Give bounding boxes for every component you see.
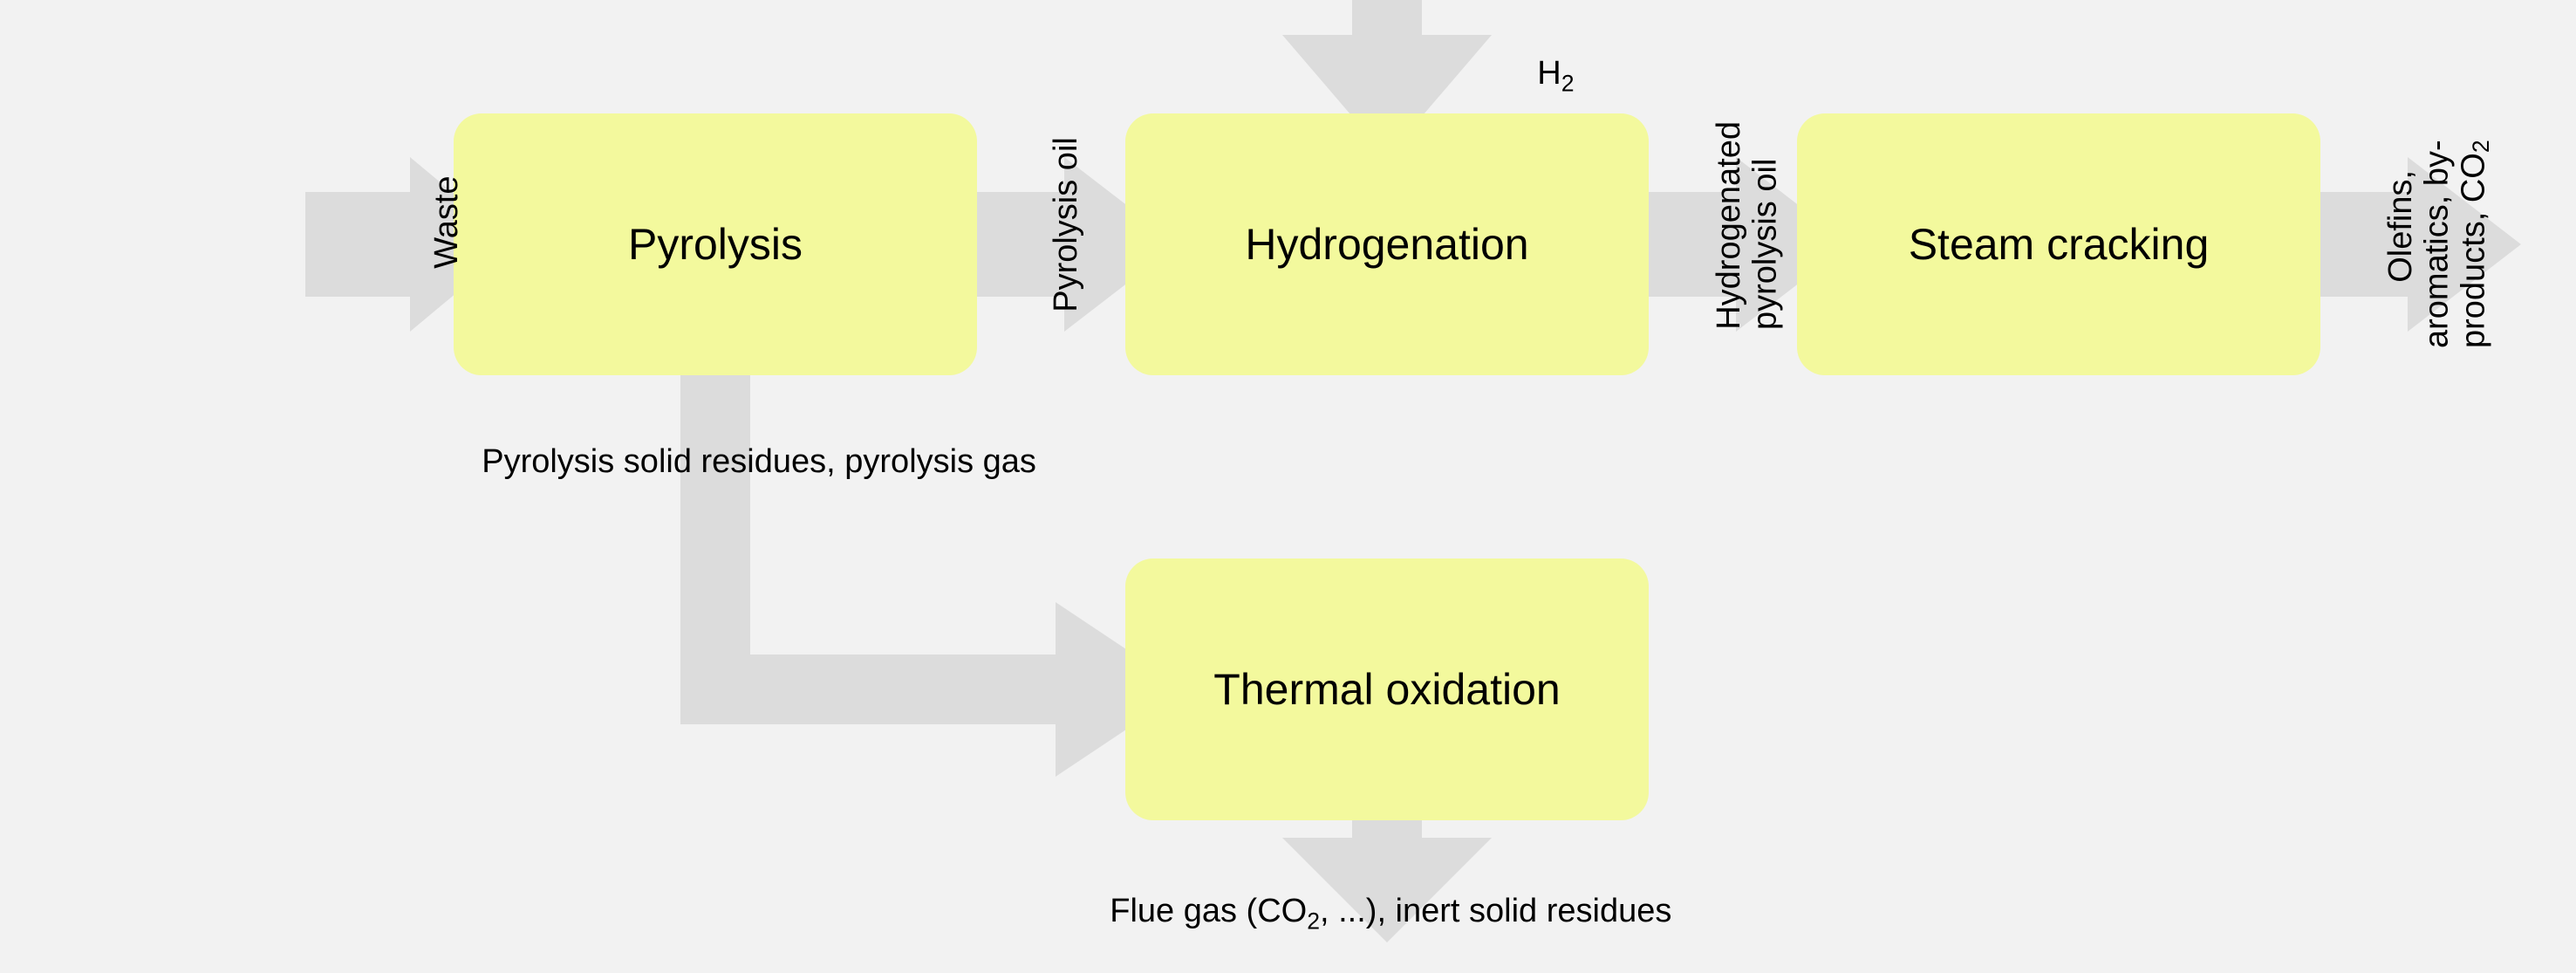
- node-label: Thermal oxidation: [1213, 664, 1560, 715]
- label-pyro-residues: Pyrolysis solid residues, pyrolysis gas: [445, 406, 1036, 518]
- label-waste: Waste: [393, 183, 502, 305]
- node-label: Hydrogenation: [1245, 219, 1528, 270]
- label-flue-gas: Flue gas (CO2, ...), inert solid residue…: [1073, 855, 1671, 973]
- node-steam-cracking: Steam cracking: [1797, 113, 2320, 375]
- node-label: Pyrolysis: [628, 219, 803, 270]
- node-label: Steam cracking: [1909, 219, 2210, 270]
- label-olefins: Olefins,aromatics, by-products, CO2: [2347, 118, 2531, 371]
- node-pyrolysis: Pyrolysis: [454, 113, 977, 375]
- label-h2: H2: [1500, 17, 1574, 135]
- flowchart-canvas: Pyrolysis Hydrogenation Steam cracking T…: [0, 0, 2576, 912]
- node-thermal-oxidation: Thermal oxidation: [1125, 558, 1649, 820]
- node-hydrogenation: Hydrogenation: [1125, 113, 1649, 375]
- label-pyrolysis-oil: Pyrolysis oil: [1012, 140, 1121, 349]
- label-hydrogenated-oil: Hydrogenatedpyrolysis oil: [1675, 122, 1821, 367]
